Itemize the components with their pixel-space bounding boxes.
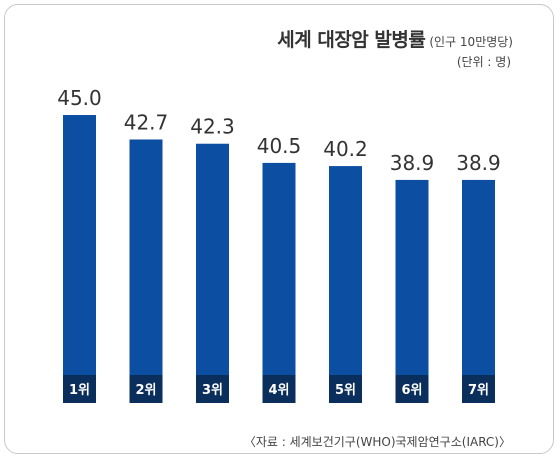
rank-label-4: 4위 xyxy=(268,383,289,398)
rank-label-2: 2위 xyxy=(135,383,156,398)
rank-box-4 xyxy=(262,375,296,403)
rank-box-7 xyxy=(462,375,495,403)
rank-box-2 xyxy=(129,375,163,403)
value-label-5: 40.2 xyxy=(323,137,368,161)
value-label-6: 38.9 xyxy=(390,151,435,175)
value-label-7: 38.9 xyxy=(456,151,501,175)
value-label-1: 45.0 xyxy=(57,86,102,110)
bar-5 xyxy=(329,166,362,403)
rank-label-6: 6위 xyxy=(401,383,422,398)
bar-6 xyxy=(395,179,429,403)
bar-1 xyxy=(63,115,96,403)
bar-4 xyxy=(262,162,296,403)
rank-box-1 xyxy=(63,375,96,403)
rank-box-6 xyxy=(395,375,429,403)
value-label-4: 40.5 xyxy=(257,134,302,158)
rank-box-3 xyxy=(196,375,229,403)
value-label-2: 42.7 xyxy=(124,110,169,134)
source-note: 〈자료 : 세계보건기구(WHO)국제암연구소(IARC)〉 xyxy=(243,435,511,449)
bar-3 xyxy=(196,143,229,404)
chart-title: 세계 대장암 발병률 xyxy=(277,29,426,51)
rank-box-5 xyxy=(329,375,362,403)
bar-7 xyxy=(462,179,495,403)
chart-subtitle: (인구 10만명당) xyxy=(429,35,513,49)
rank-label-3: 3위 xyxy=(202,383,223,398)
rank-label-1: 1위 xyxy=(69,383,90,398)
bar-2 xyxy=(129,139,163,403)
title-row: 세계 대장암 발병률 (인구 10만명당) xyxy=(277,25,513,52)
rank-label-7: 7위 xyxy=(468,383,489,398)
value-label-3: 42.3 xyxy=(190,115,235,139)
unit-label: (단위 : 명) xyxy=(456,55,511,69)
rank-label-5: 5위 xyxy=(335,383,356,398)
